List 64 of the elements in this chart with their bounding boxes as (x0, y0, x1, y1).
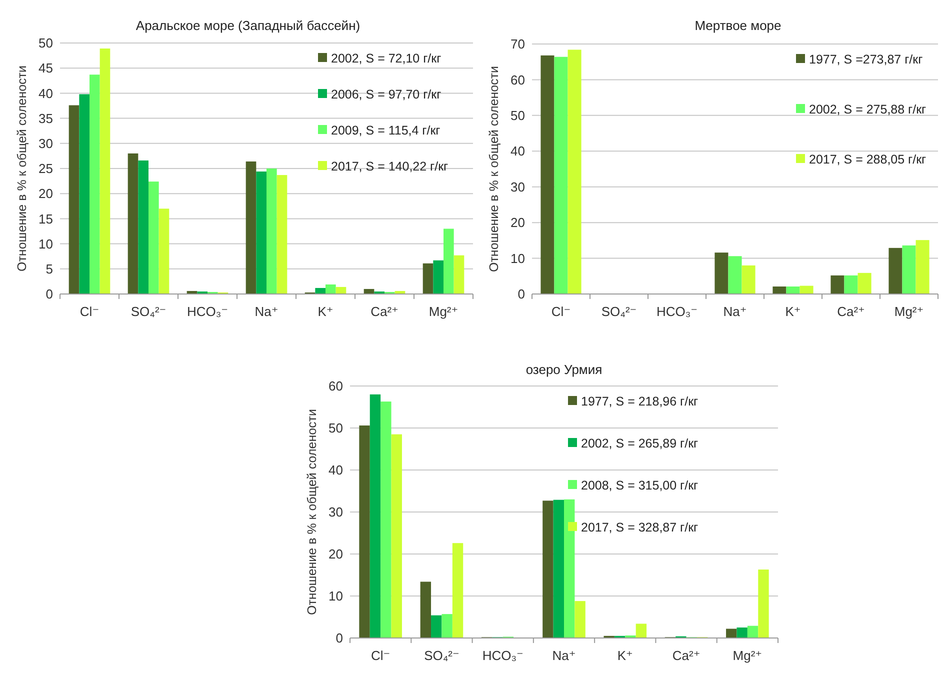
x-tick-label: K⁺ (617, 648, 633, 663)
x-tick-label: HCO₃⁻ (482, 648, 524, 663)
y-tick-label: 20 (510, 215, 525, 230)
y-tick-label: 35 (38, 110, 53, 126)
legend-label: 2002, S = 265,89 г/кг (581, 436, 699, 450)
chart-title: Мертвое море (694, 18, 782, 33)
legend-label: 2017, S = 140,22 г/кг (331, 159, 449, 174)
y-tick-label: 10 (510, 250, 525, 266)
x-tick-label: SO₄²⁻ (130, 304, 166, 319)
y-tick-label: 30 (38, 136, 53, 151)
x-tick-label: Ca²⁺ (837, 304, 865, 319)
chart-title: Аральское море (Западный бассейн) (136, 18, 360, 33)
legend-label: 2008, S = 315,00 г/кг (581, 478, 699, 492)
y-tick-label: 60 (328, 378, 343, 394)
y-tick-label: 20 (328, 546, 343, 562)
y-tick-label: 40 (38, 86, 53, 101)
y-tick-label: 45 (38, 60, 53, 76)
y-tick-label: 20 (38, 186, 53, 202)
y-tick-label: 30 (328, 504, 343, 520)
legend-label: 1977, S =273,87 г/кг (809, 52, 924, 66)
x-tick-label: Ca²⁺ (370, 304, 398, 319)
legend-label: 2006, S = 97,70 г/кг (331, 87, 442, 102)
x-tick-label: Mg²⁺ (732, 648, 762, 663)
y-tick-label: 50 (38, 36, 53, 51)
x-tick-label: Mg²⁺ (428, 304, 458, 319)
y-tick-label: 0 (336, 630, 343, 646)
y-tick-label: 0 (518, 286, 525, 302)
legend-label: 2002, S = 72,10 г/кг (331, 51, 442, 66)
y-axis-title: Отношение в % к общей солености (15, 65, 29, 272)
y-tick-label: 50 (510, 108, 525, 123)
x-tick-label: K⁺ (318, 304, 334, 319)
x-tick-label: SO₄²⁻ (424, 648, 460, 663)
legend-label: 2002, S = 275,88 г/кг (809, 102, 927, 116)
x-tick-label: Na⁺ (723, 304, 747, 319)
y-tick-label: 10 (38, 236, 53, 252)
y-tick-label: 0 (46, 286, 53, 302)
y-tick-label: 50 (328, 420, 343, 436)
x-tick-label: HCO₃⁻ (656, 304, 698, 319)
x-tick-label: HCO₃⁻ (186, 304, 228, 319)
legend-label: 2009, S = 115,4 г/кг (331, 123, 441, 138)
y-tick-label: 40 (328, 462, 343, 478)
y-tick-label: 60 (510, 72, 525, 88)
y-tick-label: 15 (38, 211, 53, 226)
x-tick-label: Cl⁻ (80, 304, 100, 319)
x-tick-label: Mg²⁺ (894, 304, 924, 319)
legend-label: 2017, S = 328,87 г/кг (581, 520, 699, 534)
chart-title: озеро Урмия (526, 362, 602, 377)
legend-label: 2017, S = 288,05 г/кг (809, 152, 927, 166)
y-tick-label: 25 (38, 161, 53, 176)
y-axis-title: Отношение в % к общей солености (487, 66, 501, 272)
x-tick-label: Na⁺ (552, 648, 576, 663)
y-tick-label: 10 (328, 588, 343, 604)
x-tick-label: Cl⁻ (371, 648, 390, 663)
x-tick-label: Ca²⁺ (672, 648, 700, 663)
x-tick-label: SO₄²⁻ (601, 304, 637, 319)
y-axis-title: Отношение в % к общей солености (305, 408, 319, 616)
x-tick-label: K⁺ (785, 304, 801, 319)
legend-label: 1977, S = 218,96 г/кг (581, 394, 699, 408)
y-tick-label: 40 (510, 144, 525, 159)
y-tick-label: 30 (510, 179, 525, 194)
y-tick-label: 70 (510, 36, 525, 52)
y-tick-label: 5 (46, 261, 53, 276)
x-tick-label: Cl⁻ (551, 304, 571, 319)
x-tick-label: Na⁺ (254, 304, 278, 319)
